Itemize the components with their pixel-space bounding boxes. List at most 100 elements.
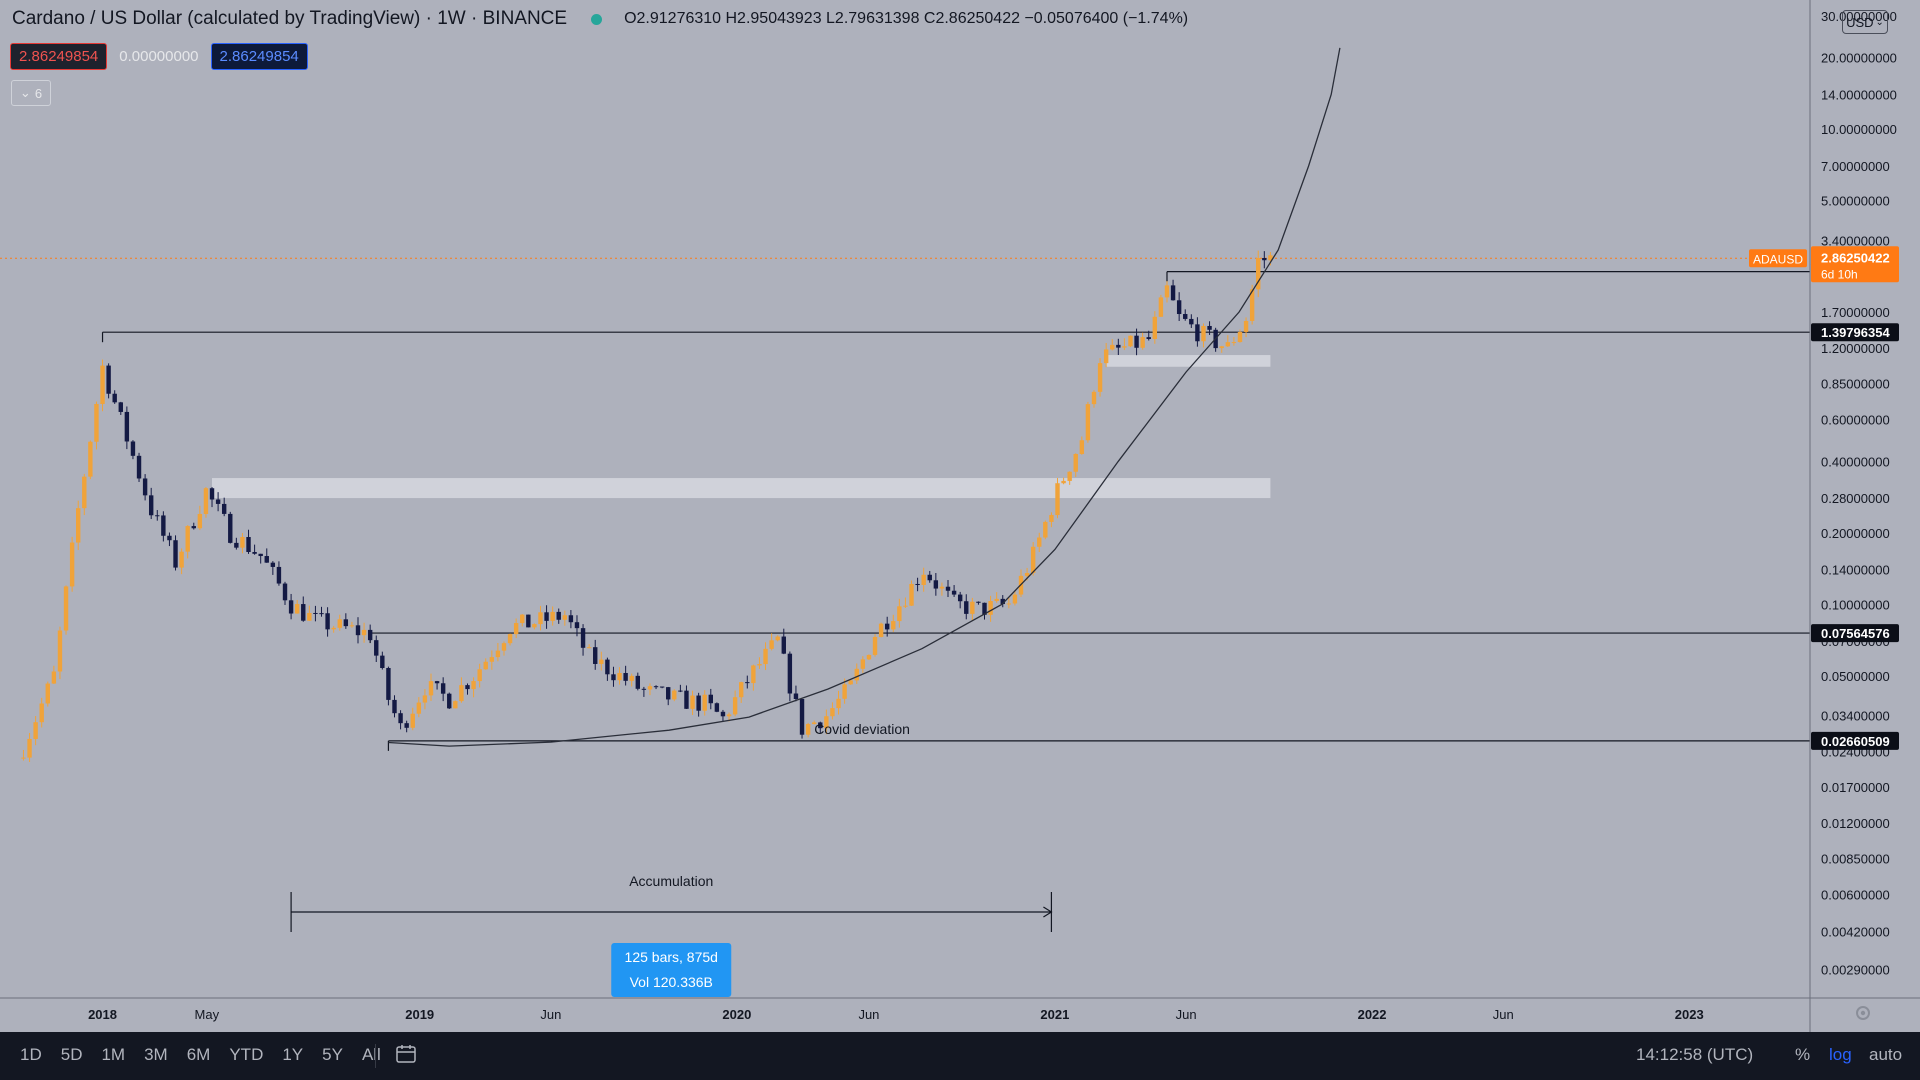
time-tick-label: 2020 [722,1007,751,1022]
candle-down [745,682,750,684]
candle-up [88,441,93,477]
candle-down [678,690,683,692]
range-1m[interactable]: 1M [101,1045,126,1064]
candle-up [349,625,355,627]
candle-down [787,653,793,694]
candle-down [142,478,148,496]
candle-up [1237,331,1243,343]
candle-down [380,655,385,668]
candle-down [556,611,561,620]
candle-down [526,614,531,628]
candle-up [331,627,336,630]
candle-up [550,611,555,621]
candle-up [51,671,57,684]
range-ytd[interactable]: YTD [229,1045,264,1064]
candle-up [824,716,829,729]
candle-up [477,669,482,682]
candle-down [818,722,823,729]
candle-down [355,625,361,636]
candle-up [836,698,841,709]
candle-down [155,515,160,517]
time-tick-label: 2023 [1675,1007,1704,1022]
candle-up [197,513,203,529]
candle-up [775,636,780,641]
levels-layer [0,257,1810,751]
range-measure-bars: 125 bars, 875d [625,949,718,965]
range-1y[interactable]: 1Y [282,1045,304,1064]
last-price-tag [1811,246,1899,283]
time-axis[interactable]: 2018 May 2019 Jun 2020 Jun 2021 Jun 2022 Jun 2023 [88,1007,1704,1022]
candle-down [641,688,647,690]
candle-down [1134,335,1139,348]
price-tick-label: 0.00420000 [1821,924,1890,939]
range-5d[interactable]: 5D [60,1045,83,1064]
time-tick-label: May [195,1007,220,1022]
candle-down [696,695,701,711]
candle-down [1176,300,1182,315]
collapse-indicators-button[interactable]: ⌄ 6 [11,80,51,106]
candle-up [422,695,428,703]
candle-up [1231,342,1237,344]
candle-up [76,508,81,543]
log-scale-toggle[interactable]: log [1829,1045,1852,1064]
candle-down [951,590,957,595]
candle-down [161,515,166,536]
candle-up [1249,289,1255,321]
auto-scale-toggle[interactable]: auto [1869,1045,1903,1064]
candle-up [739,682,744,698]
utc-clock[interactable]: 14:12:58 (UTC) [1636,1045,1754,1064]
candle-up [1030,546,1036,573]
candle-down [580,628,586,648]
range-6m[interactable]: 6M [186,1045,211,1064]
range-1d[interactable]: 1D [20,1045,42,1064]
candle-up [617,672,622,681]
candle-down [246,537,251,552]
price-tick-label: 0.40000000 [1821,454,1890,469]
percent-scale-toggle[interactable]: % [1795,1045,1811,1064]
price-tick-label: 30.00000000 [1821,9,1897,24]
range-3m[interactable]: 3M [144,1045,168,1064]
candle-up [185,526,190,552]
candle-down [982,602,987,615]
range-all[interactable]: All [361,1045,381,1064]
parabolic-curve [388,47,1341,747]
candle-up [903,605,908,607]
chart-canvas[interactable]: Covid deviation Accumulation 125 bars, 875… [0,0,1920,1032]
price-tick-label: 10.00000000 [1821,122,1897,137]
candle-up [854,668,859,681]
currency-select[interactable]: USD ⌄ [1842,10,1888,34]
value-pill-2: 0.00000000 [119,48,199,65]
candle-down [635,675,641,689]
price-axis[interactable]: 30.00000000 20.00000000 14.00000000 10.0000… [1821,9,1897,978]
candle-down [976,601,981,603]
value-pill-3: 2.86249854 [210,43,308,70]
candle-down [1207,325,1212,330]
candles-layer [21,250,1273,762]
symbol-legend[interactable]: Cardano / US Dollar (calculated by Tradi… [12,8,1188,30]
candle-down [714,703,720,712]
candle-down [288,600,294,614]
candle-up [860,659,866,669]
range-5y[interactable]: 5Y [322,1045,343,1064]
candle-up [726,714,732,717]
candle-up [82,476,87,509]
settings-gear-icon[interactable] [1853,1003,1873,1023]
candle-up [1128,335,1133,347]
candle-down [191,526,196,529]
candle-up [897,606,902,622]
price-tick-label: 0.14000000 [1821,563,1890,578]
candle-up [294,604,300,614]
price-tick-label: 3.40000000 [1821,234,1890,249]
candle-up [1079,440,1085,454]
candle-up [507,634,513,644]
candle-down [927,574,932,581]
candle-down [112,393,117,403]
candle-up [1152,316,1158,339]
candle-down [684,690,689,709]
candle-down [124,411,130,442]
candle-down [799,699,805,735]
candle-up [599,659,604,664]
goto-date-calendar-icon[interactable] [395,1044,417,1064]
candle-up [538,612,543,625]
candle-down [653,686,659,688]
